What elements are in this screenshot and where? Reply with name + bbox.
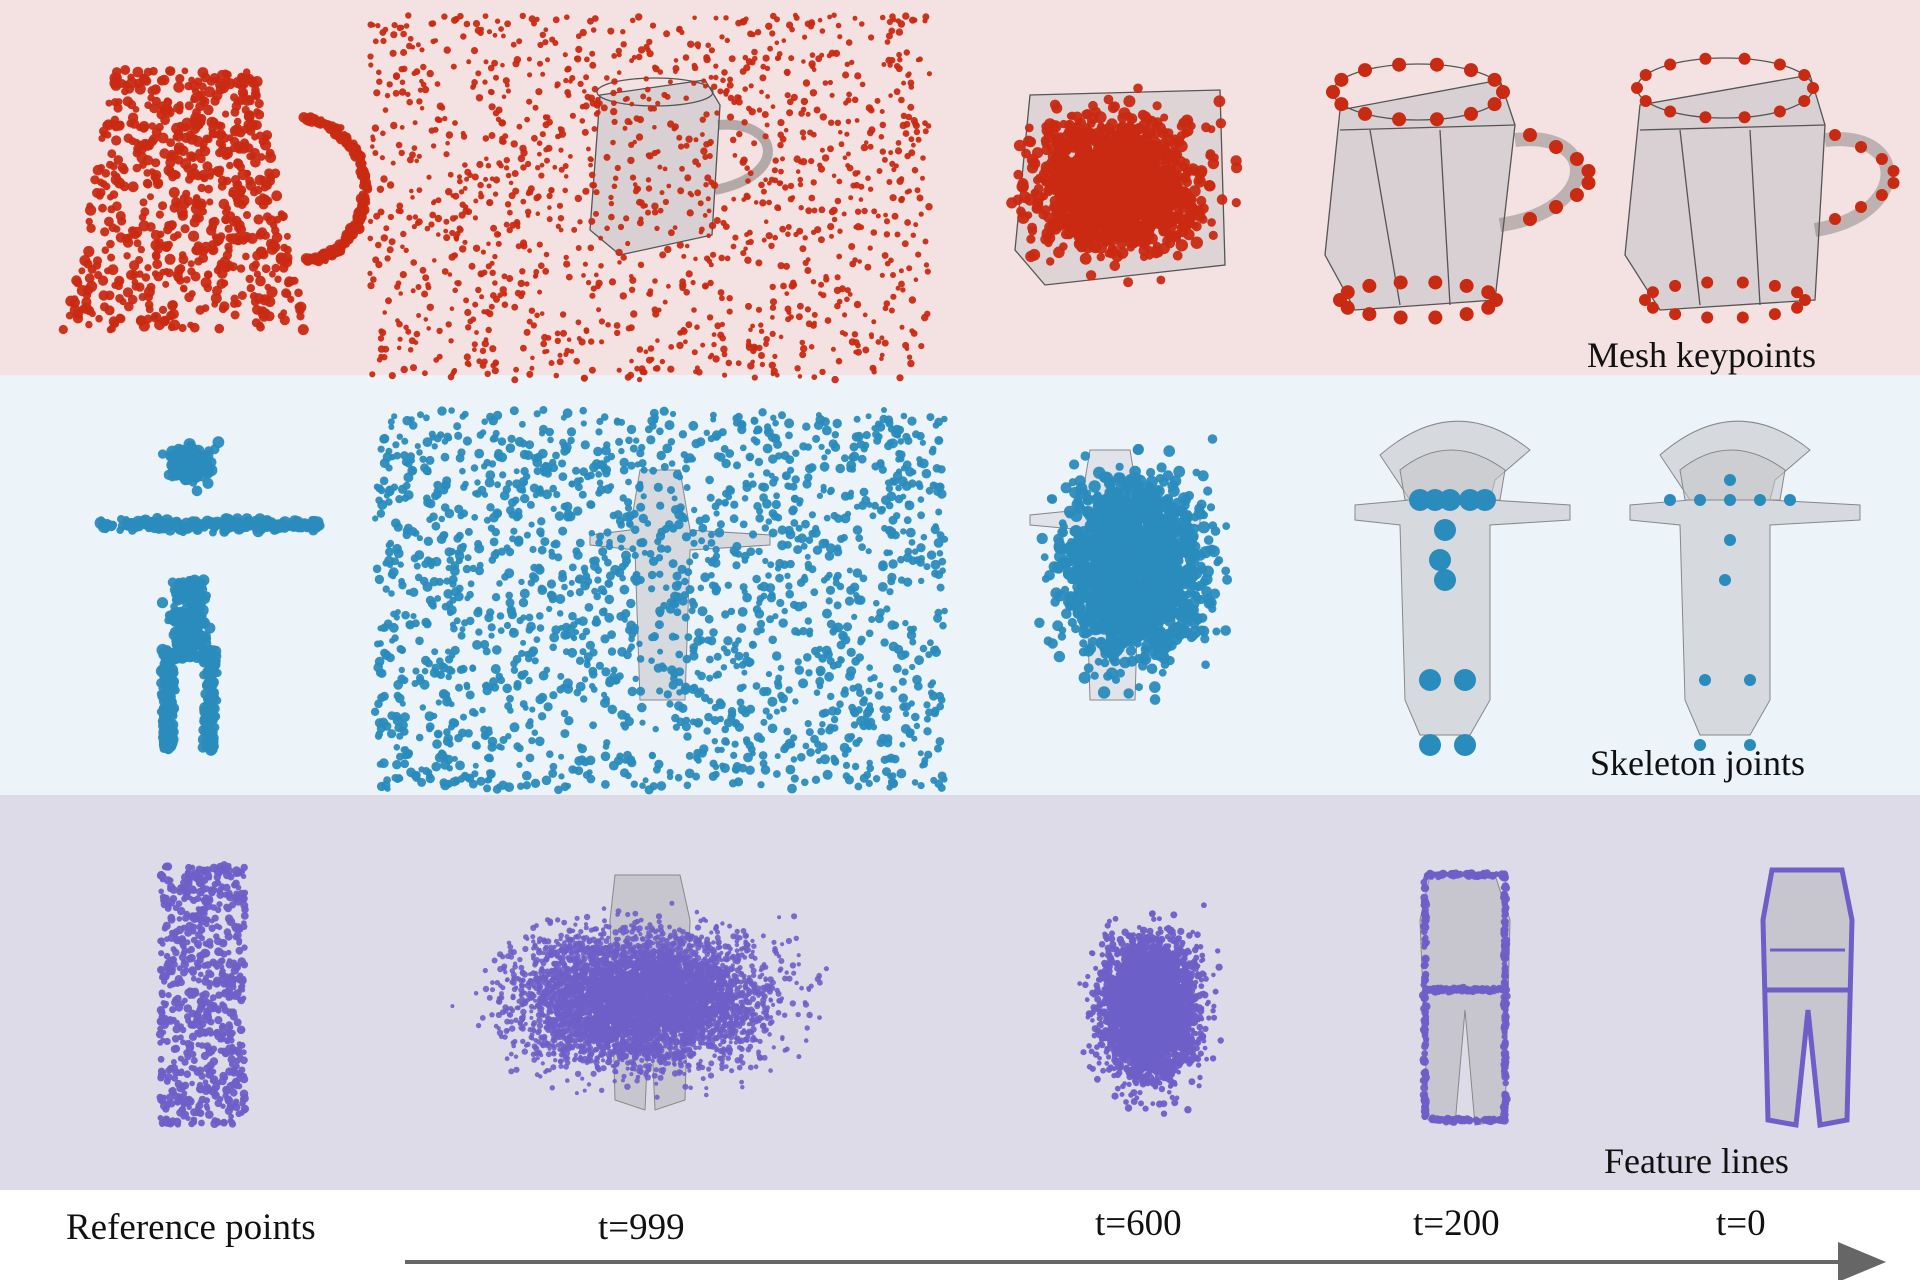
feature-lines-outline	[1760, 867, 1855, 1128]
figure-t0-joints	[1664, 474, 1796, 751]
row-label-feature-lines: Feature lines	[1604, 1141, 1789, 1181]
timestep-label-200: t=200	[1413, 1203, 1500, 1244]
dress-t999-points	[450, 900, 830, 1100]
figure-reference-points	[94, 436, 325, 756]
mug-t999-points	[367, 12, 933, 384]
dress-reference-points	[155, 861, 250, 1128]
figure-t999-points	[370, 406, 949, 795]
timestep-label-0: t=0	[1716, 1203, 1766, 1244]
figure-t600-points	[1034, 434, 1233, 705]
mug-reference-points	[58, 65, 373, 336]
keypoint-markers	[1326, 52, 1900, 756]
dress-t200-outline-points	[1418, 869, 1511, 1126]
point-clouds	[58, 12, 1511, 1128]
timestep-label-999: t=999	[598, 1207, 685, 1248]
mug-t200-keypoints	[1326, 57, 1596, 325]
band-mug	[0, 0, 1920, 375]
row-label-mesh-keypoints: Mesh keypoints	[1587, 335, 1816, 375]
mug-t600-points	[1006, 83, 1243, 288]
row-label-skeleton-joints: Skeleton joints	[1590, 743, 1805, 783]
timestep-label-600: t=600	[1095, 1203, 1182, 1244]
figure-t200-joints	[1409, 489, 1496, 756]
dress-t600-points	[1077, 902, 1224, 1117]
band-figure	[0, 375, 1920, 795]
band-dress	[0, 795, 1920, 1190]
column-label-reference-points: Reference points	[66, 1207, 316, 1248]
mug-t0-keypoints	[1631, 52, 1900, 324]
